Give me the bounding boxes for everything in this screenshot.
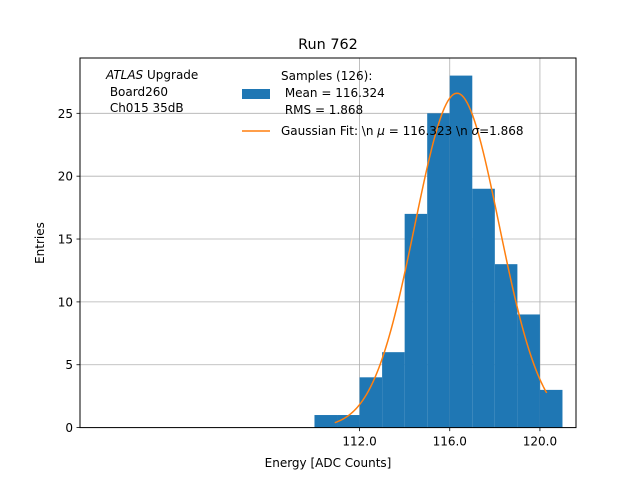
atlas-annotation: ATLAS Upgrade Board260 Ch015 35dB (105, 68, 198, 115)
x-tick-label: 120.0 (523, 435, 557, 449)
x-tick-label: 116.0 (433, 435, 467, 449)
y-tick-label: 5 (65, 358, 73, 372)
legend-hist-line-2: Mean = 116.324 (281, 86, 385, 100)
histogram-bars (314, 75, 563, 428)
legend-fit-label: Gaussian Fit: \n μ = 116.323 \n σ=1.868 (281, 124, 524, 138)
y-tick-label: 20 (58, 170, 73, 184)
chart-title: Run 762 (298, 37, 358, 53)
histogram-bar (449, 75, 473, 428)
histogram-bar (314, 415, 338, 428)
y-tick-label: 0 (65, 421, 73, 435)
y-axis-ticks: 0 5 10 15 20 25 (58, 107, 80, 435)
legend-hist-swatch (242, 89, 270, 99)
annotation-line-1: ATLAS Upgrade (105, 68, 198, 82)
legend: Samples (126): Mean = 116.324 RMS = 1.86… (242, 69, 524, 138)
x-tick-label: 112.0 (342, 435, 376, 449)
histogram-bar (517, 314, 540, 428)
legend-hist-line-1: Samples (126): (281, 69, 372, 83)
annotation-line-2: Board260 (106, 85, 168, 99)
x-axis-label: Energy [ADC Counts] (265, 456, 392, 470)
gaussian-fit (334, 92, 548, 424)
plot-frame (79, 57, 577, 429)
legend-hist-line-3: RMS = 1.868 (281, 103, 363, 117)
histogram-bar (404, 213, 428, 428)
histogram-bar (382, 352, 405, 428)
histogram-bar (472, 188, 495, 428)
histogram-bar (494, 264, 518, 428)
x-axis-ticks: 112.0 116.0 120.0 (342, 427, 557, 449)
y-axis-label: Entries (33, 222, 47, 264)
y-tick-label: 15 (58, 233, 73, 247)
fit-curve (334, 92, 548, 424)
annotation-line-3: Ch015 35dB (106, 101, 184, 115)
histogram-bar (337, 415, 360, 428)
y-tick-label: 25 (58, 107, 73, 121)
y-tick-label: 10 (58, 295, 73, 309)
histogram-bar (539, 389, 563, 428)
histogram-bar (427, 113, 450, 428)
histogram-bar (359, 377, 383, 428)
